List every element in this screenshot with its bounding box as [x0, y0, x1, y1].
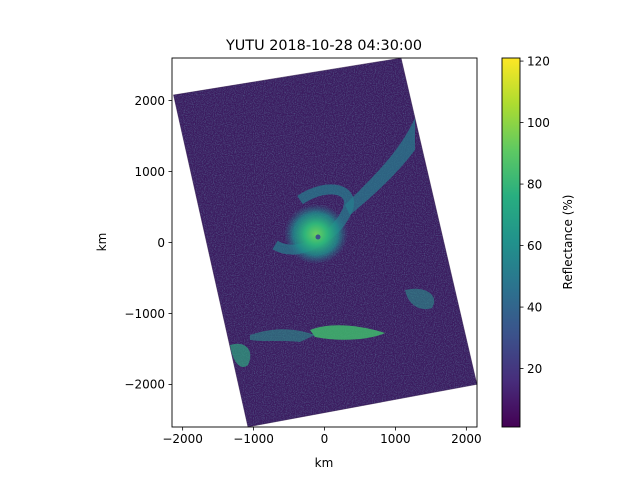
colorbar-tick-label: 60 — [527, 239, 542, 253]
y-tick-label: 0 — [157, 236, 165, 250]
colorbar-tick-label: 100 — [527, 116, 550, 130]
colorbar-tick-label: 20 — [527, 362, 542, 376]
y-tick-label: 1000 — [134, 165, 165, 179]
y-axis-label: km — [95, 233, 109, 252]
colorbar-ticks: 20 40 60 80 100 120 — [520, 54, 550, 376]
x-tick-label: 0 — [321, 432, 329, 446]
upper-right-cloud-band — [345, 118, 415, 215]
colorbar-tick-label: 80 — [527, 177, 542, 191]
x-tick-label: 1000 — [380, 432, 411, 446]
southwest-cloud-patch — [230, 343, 251, 368]
y-tick-label: −2000 — [124, 378, 165, 392]
colorbar-tick-label: 40 — [527, 300, 542, 314]
x-axis-label: km — [315, 456, 334, 470]
x-tick-label: 2000 — [451, 432, 482, 446]
x-axis-ticks: −2000 −1000 0 1000 2000 — [162, 427, 482, 446]
y-axis-ticks: 2000 1000 0 −1000 −2000 — [124, 94, 172, 392]
chart-title: YUTU 2018-10-28 04:30:00 — [225, 38, 422, 54]
x-tick-label: −2000 — [162, 432, 203, 446]
storm-core — [284, 204, 348, 264]
storm-eye — [315, 234, 321, 240]
colorbar — [501, 57, 521, 428]
y-tick-label: −1000 — [124, 307, 165, 321]
southern-cloud-band — [310, 325, 385, 340]
southern-cloud-band-extension — [250, 329, 315, 342]
southeast-cloud-patch — [405, 288, 435, 310]
colorbar-tick-label: 120 — [527, 54, 550, 68]
x-tick-label: −1000 — [233, 432, 274, 446]
y-tick-label: 2000 — [134, 94, 165, 108]
colorbar-label: Reflectance (%) — [561, 195, 575, 290]
